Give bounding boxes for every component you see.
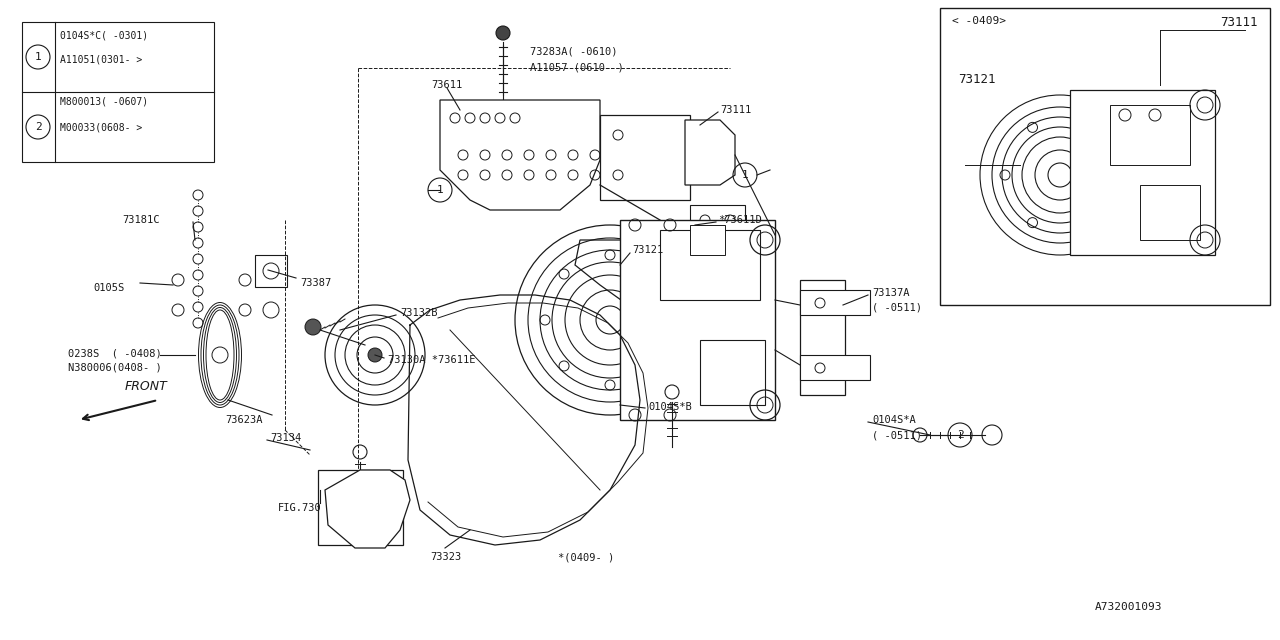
Bar bbox=[800, 280, 845, 395]
Text: < -0409>: < -0409> bbox=[952, 16, 1006, 26]
Text: FRONT: FRONT bbox=[125, 380, 168, 393]
Bar bbox=[800, 290, 870, 315]
Text: N380006(0408- ): N380006(0408- ) bbox=[68, 362, 161, 372]
Bar bbox=[22, 22, 214, 162]
Bar bbox=[690, 225, 724, 255]
Text: 2: 2 bbox=[956, 430, 964, 440]
Text: *73611D: *73611D bbox=[718, 215, 762, 225]
Text: 73121: 73121 bbox=[957, 73, 996, 86]
Text: 2: 2 bbox=[35, 122, 41, 132]
Text: M800013( -0607): M800013( -0607) bbox=[60, 97, 148, 107]
Bar bbox=[255, 255, 287, 287]
Text: M00033(0608- >: M00033(0608- > bbox=[60, 122, 142, 132]
Text: A732001093: A732001093 bbox=[1094, 602, 1162, 612]
Bar bbox=[1110, 105, 1190, 165]
Bar bbox=[700, 340, 765, 405]
Text: ( -0511): ( -0511) bbox=[872, 303, 922, 313]
Polygon shape bbox=[685, 120, 735, 185]
Bar bbox=[800, 355, 870, 380]
Circle shape bbox=[305, 319, 321, 335]
Text: A11057 (0610- ): A11057 (0610- ) bbox=[530, 62, 623, 72]
Text: 73181C: 73181C bbox=[122, 215, 160, 225]
Text: 73623A: 73623A bbox=[225, 415, 262, 425]
Text: *(0409- ): *(0409- ) bbox=[558, 552, 614, 562]
Text: 73323: 73323 bbox=[430, 552, 461, 562]
Text: 73387: 73387 bbox=[300, 278, 332, 288]
Text: A11051(0301- >: A11051(0301- > bbox=[60, 55, 142, 65]
Text: 73134: 73134 bbox=[270, 433, 301, 443]
Text: 73611: 73611 bbox=[431, 80, 462, 90]
Text: 1: 1 bbox=[436, 185, 443, 195]
Circle shape bbox=[497, 26, 509, 40]
Text: FIG.730: FIG.730 bbox=[278, 503, 321, 513]
Bar bbox=[690, 205, 745, 260]
Text: 0104S*C( -0301): 0104S*C( -0301) bbox=[60, 30, 148, 40]
Text: 73111: 73111 bbox=[1221, 16, 1258, 29]
Text: 0238S  ( -0408): 0238S ( -0408) bbox=[68, 348, 161, 358]
Text: 73111: 73111 bbox=[719, 105, 751, 115]
Text: 73132B: 73132B bbox=[399, 308, 438, 318]
Text: 0104S*A: 0104S*A bbox=[872, 415, 915, 425]
Bar bbox=[620, 220, 774, 420]
Text: 73121: 73121 bbox=[632, 245, 663, 255]
Text: 0105S: 0105S bbox=[93, 283, 124, 293]
Polygon shape bbox=[440, 100, 600, 210]
Polygon shape bbox=[325, 470, 410, 548]
Bar bbox=[660, 230, 760, 300]
Text: 73283A( -0610): 73283A( -0610) bbox=[530, 47, 617, 57]
Bar bbox=[1070, 90, 1215, 255]
Text: 1: 1 bbox=[741, 170, 749, 180]
Bar bbox=[600, 115, 690, 200]
Text: 73137A: 73137A bbox=[872, 288, 910, 298]
Text: 73130A *73611E: 73130A *73611E bbox=[388, 355, 475, 365]
Bar bbox=[1140, 185, 1201, 240]
Circle shape bbox=[369, 348, 381, 362]
Polygon shape bbox=[575, 240, 680, 310]
Text: 0104S*B: 0104S*B bbox=[648, 402, 691, 412]
Bar bbox=[940, 8, 1270, 305]
Text: ( -0511): ( -0511) bbox=[872, 430, 922, 440]
Bar bbox=[317, 470, 403, 545]
Text: 1: 1 bbox=[35, 52, 41, 62]
